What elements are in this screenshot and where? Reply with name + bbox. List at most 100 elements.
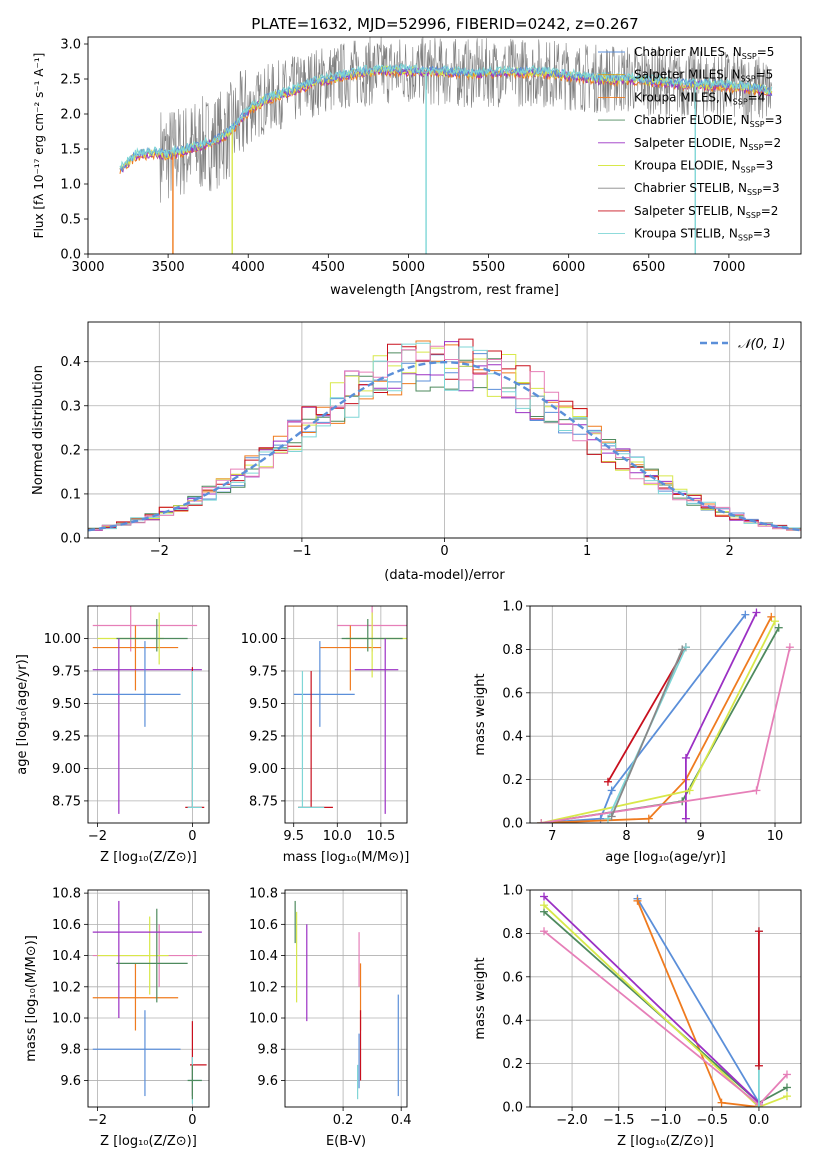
y-tick-label: 9.50 xyxy=(249,697,278,712)
x-axis-label: Z [log₁₀(Z/Z⊙)] xyxy=(100,1134,197,1149)
series-marker xyxy=(771,617,780,626)
y-tick-label: 10.0 xyxy=(52,1012,81,1027)
errorbar-point xyxy=(293,641,355,727)
x-tick-label: 0.0 xyxy=(749,1113,770,1128)
x-axis-label: mass [log₁₀(M/M⊙)] xyxy=(283,850,410,865)
errorbar-point xyxy=(92,625,179,691)
observed-spectrum-line xyxy=(119,37,773,203)
series-marker xyxy=(607,812,616,821)
y-tick-label: 0.0 xyxy=(502,817,523,832)
y-axis-label: mass weight xyxy=(473,957,488,1039)
axes: 3000 3500 4000 4500 5000 5500 6000 6500 7000 0.0 0… xyxy=(32,36,802,298)
series-line xyxy=(541,616,773,823)
y-axis-label: Flux [fλ 10⁻¹⁷ erg cm⁻² s⁻¹ A⁻¹] xyxy=(32,53,46,239)
plot-area xyxy=(92,606,205,814)
y-tick-label: 10.8 xyxy=(249,887,278,902)
axes-frame xyxy=(87,605,210,824)
y-tick-label: 10.4 xyxy=(52,949,81,964)
errorbar-point xyxy=(116,618,188,652)
x-tick-label: 2 xyxy=(726,544,734,559)
age-vs-metallicity-panel: −2 0 8.75 9.00 9.25 9.50 9.75 10.00 Z [log₁₀(Z/Z… xyxy=(15,605,210,865)
y-tick-label: 0.2 xyxy=(502,1057,523,1072)
gaussian-curve xyxy=(88,360,801,532)
y-tick-label: 3.0 xyxy=(60,38,81,53)
errorbar-point xyxy=(187,670,202,809)
x-tick-label: 4500 xyxy=(312,260,345,275)
mass-vs-metallicity-panel: −2 0 9.6 9.8 10.0 10.2 10.4 10.6 10.8 Z [log₁₀(Z/… xyxy=(24,887,210,1149)
y-tick-label: 0.1 xyxy=(60,487,81,502)
plot-area xyxy=(293,606,407,814)
y-tick-label: 0.0 xyxy=(502,1101,523,1116)
axes: −2 −1 0 1 2 0.0 0.1 0.2 0.3 0.4 (data-model)/error… xyxy=(31,321,802,583)
y-tick-label: 9.8 xyxy=(257,1043,278,1058)
series-marker xyxy=(782,1092,791,1101)
series-marker xyxy=(774,623,783,632)
series-marker xyxy=(681,814,690,823)
y-tick-label: 0.4 xyxy=(502,730,523,745)
series-marker xyxy=(741,610,750,619)
plot-area xyxy=(537,608,794,823)
axes: −2.0 −1.5 −1.0 −0.5 0.0 0.0 0.2 0.4 0.6 0.8 1.0 Z [… xyxy=(473,884,802,1149)
axes: −2 0 9.6 9.8 10.0 10.2 10.4 10.6 10.8 Z [log₁₀(Z/… xyxy=(24,887,210,1149)
x-tick-label: 5000 xyxy=(392,260,425,275)
y-tick-label: 10.4 xyxy=(249,949,278,964)
y-axis-label: age [log₁₀(age/yr)] xyxy=(15,654,30,775)
x-tick-label: 10.0 xyxy=(323,829,352,844)
y-axis-label: mass [log₁₀(M/M⊙)] xyxy=(24,935,39,1062)
x-tick-label: −2 xyxy=(150,544,169,559)
errorbar-point xyxy=(185,667,205,809)
x-tick-label: 0.4 xyxy=(391,1113,412,1128)
axes: 9.5 10.0 10.5 8.75 9.00 9.25 9.50 9.75 10.00 mass… xyxy=(241,605,410,865)
series-line xyxy=(543,895,760,1104)
axes-frame xyxy=(87,36,802,255)
y-tick-label: 9.75 xyxy=(52,664,81,679)
errorbar-point xyxy=(298,670,333,809)
x-tick-label: 1 xyxy=(583,544,591,559)
series-marker xyxy=(785,643,794,652)
x-tick-label: 9.5 xyxy=(283,829,304,844)
series-marker xyxy=(717,1098,726,1107)
y-tick-label: 10.6 xyxy=(52,918,81,933)
errorbar-point xyxy=(116,908,188,1003)
legend-label: Kroupa STELIB, NSSP=3 xyxy=(634,227,771,243)
legend-label: Chabrier ELODIE, NSSP=3 xyxy=(634,113,782,129)
y-tick-label: 9.6 xyxy=(257,1074,278,1089)
x-tick-label: 6000 xyxy=(552,260,585,275)
y-tick-label: 0.8 xyxy=(502,643,523,658)
x-tick-label: 5500 xyxy=(472,260,505,275)
errorbar-point xyxy=(92,606,198,652)
y-tick-label: 1.0 xyxy=(502,600,523,615)
x-axis-label: Z [log₁₀(Z/Z⊙)] xyxy=(100,850,197,865)
legend-label: Kroupa ELODIE, NSSP=3 xyxy=(634,159,773,175)
x-tick-label: 4000 xyxy=(232,260,265,275)
x-tick-label: 0 xyxy=(188,1113,196,1128)
histogram-step xyxy=(88,345,801,531)
series-line xyxy=(541,614,747,823)
y-tick-label: 9.50 xyxy=(52,697,81,712)
y-tick-label: 9.25 xyxy=(52,729,81,744)
x-tick-label: −2 xyxy=(88,1113,107,1128)
x-axis-label: Z [log₁₀(Z/Z⊙)] xyxy=(617,1134,714,1149)
x-tick-label: 3500 xyxy=(152,260,185,275)
y-tick-label: 10.0 xyxy=(249,1012,278,1027)
legend-label: Salpeter ELODIE, NSSP=2 xyxy=(634,136,781,152)
axes-frame xyxy=(529,889,802,1108)
y-tick-label: 9.75 xyxy=(249,664,278,679)
series-marker xyxy=(644,814,653,823)
axes: 0.2 0.4 9.6 9.8 10.0 10.2 10.4 10.6 10.8 E(B-V) xyxy=(249,887,411,1149)
massweight-vs-age-panel: 7 8 9 10 0.0 0.2 0.4 0.6 0.8 1.0 age [log₁₀(age/yr… xyxy=(473,600,802,865)
y-tick-label: 1.0 xyxy=(502,884,523,899)
plot-area xyxy=(88,338,801,532)
y-tick-label: 0.2 xyxy=(60,443,81,458)
y-tick-label: 10.2 xyxy=(249,980,278,995)
x-tick-label: 0 xyxy=(188,829,196,844)
legend-label: 𝒩(0, 1) xyxy=(738,337,785,352)
legend-label: Kroupa MILES, NSSP=4 xyxy=(634,90,765,106)
errorbar-point xyxy=(92,900,202,1019)
series-marker xyxy=(540,901,549,910)
series-marker xyxy=(782,1070,791,1079)
x-tick-label: −2 xyxy=(88,829,107,844)
figure-title: PLATE=1632, MJD=52996, FIBERID=0242, z=0… xyxy=(251,15,638,33)
y-axis-label: Normed distribution xyxy=(31,365,46,495)
x-tick-label: 10 xyxy=(767,829,784,844)
